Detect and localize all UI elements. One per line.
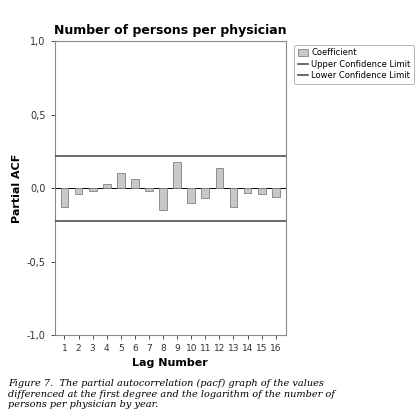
Bar [75, 188, 82, 194]
Bar [244, 188, 252, 193]
Bar [131, 179, 139, 188]
Bar [272, 188, 280, 197]
Bar [145, 188, 153, 191]
Bar [89, 188, 97, 191]
Text: Figure 7.  The partial autocorrelation (pacf) graph of the values
differenced at: Figure 7. The partial autocorrelation (p… [8, 379, 335, 409]
Title: Number of persons per physician: Number of persons per physician [54, 24, 286, 37]
Bar [159, 188, 167, 210]
Y-axis label: Partial ACF: Partial ACF [13, 153, 22, 223]
Bar [117, 173, 125, 188]
Bar [173, 162, 181, 188]
Bar [230, 188, 237, 207]
Bar [258, 188, 265, 194]
Bar [60, 188, 68, 207]
Bar [202, 188, 209, 198]
Bar [187, 188, 195, 203]
X-axis label: Lag Number: Lag Number [132, 357, 208, 368]
Bar [103, 184, 110, 188]
Bar [215, 168, 223, 188]
Legend: Coefficient, Upper Confidence Limit, Lower Confidence Limit: Coefficient, Upper Confidence Limit, Low… [294, 45, 414, 84]
